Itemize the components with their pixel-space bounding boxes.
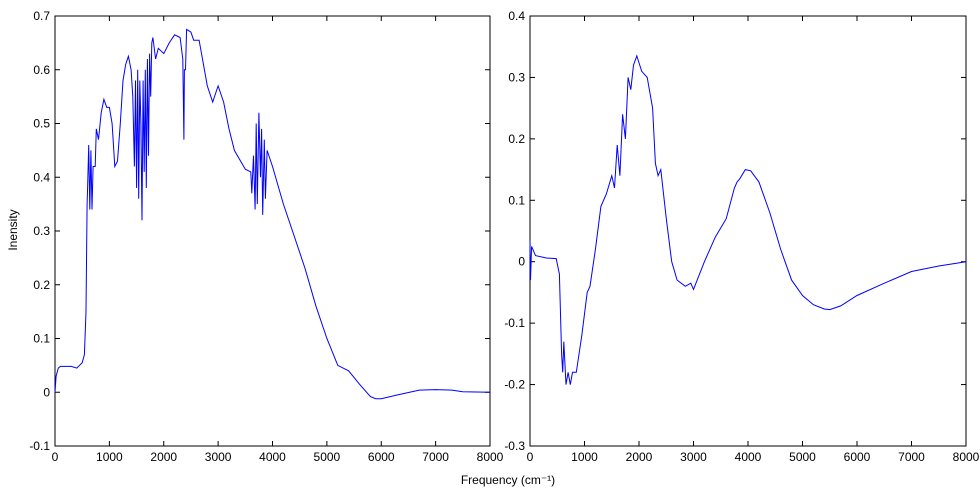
x-tick-label: 2000	[150, 450, 177, 464]
x-tick-label: 3000	[680, 450, 707, 464]
y-tick-label: 0	[43, 385, 50, 399]
x-tick-label: 5000	[789, 450, 816, 464]
x-tick-label: 1000	[96, 450, 123, 464]
x-tick-label: 0	[52, 450, 59, 464]
x-tick-label: 7000	[898, 450, 925, 464]
y-tick-label: 0.3	[33, 224, 50, 238]
x-tick-label: 8000	[953, 450, 980, 464]
y-tick-label: 0.4	[508, 9, 525, 23]
y-tick-label: 0.3	[508, 70, 525, 84]
y-tick-label: 0	[518, 255, 525, 269]
y-tick-label: 0.2	[508, 132, 525, 146]
x-tick-label: 4000	[735, 450, 762, 464]
x-tick-label: 3000	[205, 450, 232, 464]
y-axis-label: Inensity	[6, 209, 20, 250]
y-tick-label: 0.1	[508, 193, 525, 207]
series-line-left	[54, 28, 491, 400]
x-tick-label: 5000	[314, 450, 341, 464]
x-tick-label: 4000	[259, 450, 286, 464]
x-tick-label: 6000	[844, 450, 871, 464]
y-tick-label: -0.3	[504, 439, 525, 453]
series-line-right	[529, 54, 967, 385]
y-tick-label: -0.2	[504, 378, 525, 392]
y-tick-label: 0.6	[33, 63, 50, 77]
y-tick-label: 0.5	[33, 117, 50, 131]
y-tick-label: -0.1	[504, 316, 525, 330]
axes-box	[54, 15, 491, 447]
x-tick-label: 2000	[626, 450, 653, 464]
y-tick-label: 0.4	[33, 170, 50, 184]
y-tick-label: 0.1	[33, 332, 50, 346]
x-tick-label: 7000	[422, 450, 449, 464]
left-plot: 0 1000 2000 3000 4000 5000 6000 7000 8000-0.100.…	[29, 9, 503, 464]
x-tick-label: 0	[527, 450, 534, 464]
right-plot: 0 1000 2000 3000 4000 5000 6000 7000 8000 -0.3 -0.…	[504, 9, 979, 464]
y-tick-label: 0.7	[33, 9, 50, 23]
y-tick-label: 0.2	[33, 278, 50, 292]
y-tick-label: -0.1	[29, 439, 50, 453]
axes-box	[529, 15, 967, 447]
x-axis-label: Frequency (cm⁻¹)	[461, 473, 555, 487]
x-tick-label: 6000	[368, 450, 395, 464]
x-tick-label: 8000	[477, 450, 504, 464]
x-tick-label: 1000	[571, 450, 598, 464]
